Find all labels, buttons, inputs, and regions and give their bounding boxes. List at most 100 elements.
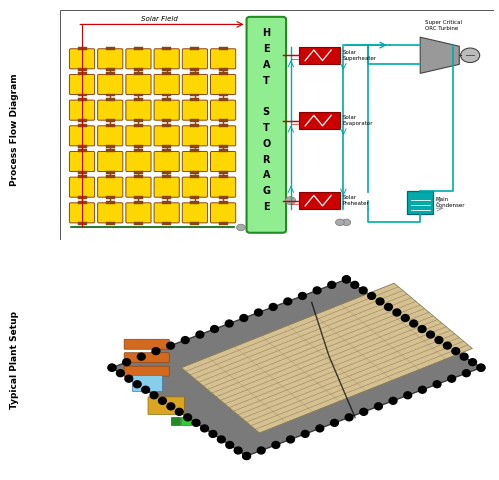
Bar: [134, 124, 143, 127]
FancyBboxPatch shape: [98, 203, 123, 223]
Circle shape: [330, 420, 338, 426]
Bar: [134, 47, 143, 50]
Bar: [106, 72, 115, 75]
Bar: [219, 98, 228, 101]
Bar: [77, 175, 86, 178]
FancyBboxPatch shape: [126, 177, 151, 197]
Text: Solar
Evaporator: Solar Evaporator: [343, 115, 373, 126]
Bar: [134, 145, 143, 148]
FancyBboxPatch shape: [247, 17, 286, 233]
Circle shape: [209, 431, 217, 437]
Bar: [219, 170, 228, 173]
Text: G: G: [262, 186, 270, 196]
FancyBboxPatch shape: [69, 177, 95, 197]
Bar: [77, 119, 86, 122]
Bar: [106, 201, 115, 204]
Bar: [162, 175, 171, 178]
Bar: [162, 170, 171, 173]
Circle shape: [393, 309, 401, 316]
Text: A: A: [262, 170, 270, 180]
FancyBboxPatch shape: [211, 177, 236, 197]
Circle shape: [201, 425, 209, 432]
Circle shape: [328, 281, 336, 288]
FancyBboxPatch shape: [69, 126, 95, 146]
FancyBboxPatch shape: [211, 126, 236, 146]
Bar: [162, 119, 171, 122]
Bar: [77, 170, 86, 173]
Polygon shape: [182, 283, 472, 433]
FancyBboxPatch shape: [211, 152, 236, 171]
FancyBboxPatch shape: [182, 49, 208, 69]
Bar: [191, 124, 200, 127]
FancyBboxPatch shape: [154, 100, 179, 120]
FancyBboxPatch shape: [69, 100, 95, 120]
Circle shape: [184, 414, 192, 421]
Text: T: T: [263, 123, 269, 133]
Bar: [106, 47, 115, 50]
Bar: [106, 145, 115, 148]
FancyBboxPatch shape: [154, 203, 179, 223]
Bar: [219, 149, 228, 153]
FancyBboxPatch shape: [211, 203, 236, 223]
Bar: [106, 119, 115, 122]
Polygon shape: [112, 279, 481, 456]
Bar: [191, 196, 200, 199]
Circle shape: [142, 386, 150, 393]
Text: Solar
Preheater: Solar Preheater: [343, 195, 370, 206]
Bar: [106, 149, 115, 153]
Bar: [219, 222, 228, 225]
Circle shape: [123, 359, 131, 366]
Bar: [191, 145, 200, 148]
Bar: [134, 222, 143, 225]
Text: H: H: [262, 28, 270, 38]
FancyBboxPatch shape: [154, 49, 179, 69]
Bar: [162, 72, 171, 75]
Text: E: E: [263, 44, 269, 54]
Circle shape: [404, 392, 412, 399]
Circle shape: [360, 408, 368, 415]
Circle shape: [385, 303, 392, 311]
FancyBboxPatch shape: [182, 126, 208, 146]
Circle shape: [254, 309, 262, 316]
Circle shape: [376, 298, 384, 305]
Bar: [132, 375, 162, 391]
Bar: [134, 119, 143, 122]
Bar: [219, 124, 228, 127]
FancyBboxPatch shape: [182, 152, 208, 171]
Bar: [134, 175, 143, 178]
Circle shape: [313, 287, 321, 294]
Text: Super Critical
ORC Turbine: Super Critical ORC Turbine: [425, 20, 462, 31]
Bar: [77, 72, 86, 75]
FancyBboxPatch shape: [69, 203, 95, 223]
Bar: [219, 119, 228, 122]
Bar: [191, 94, 200, 96]
Circle shape: [150, 392, 158, 399]
Circle shape: [463, 370, 470, 377]
Bar: [106, 98, 115, 101]
Bar: [77, 196, 86, 199]
FancyBboxPatch shape: [182, 74, 208, 95]
Bar: [219, 72, 228, 75]
Circle shape: [419, 386, 426, 393]
Circle shape: [418, 325, 426, 333]
Bar: [106, 124, 115, 127]
Circle shape: [167, 342, 175, 349]
Bar: [134, 94, 143, 96]
Circle shape: [211, 325, 219, 333]
Circle shape: [237, 224, 245, 231]
Bar: [219, 175, 228, 178]
Circle shape: [375, 403, 382, 410]
Bar: [77, 201, 86, 204]
Circle shape: [469, 359, 477, 366]
Bar: [162, 145, 171, 148]
Bar: [191, 222, 200, 225]
FancyBboxPatch shape: [148, 397, 185, 415]
Text: E: E: [263, 202, 269, 212]
Bar: [106, 94, 115, 96]
FancyBboxPatch shape: [126, 49, 151, 69]
FancyBboxPatch shape: [69, 49, 95, 69]
FancyBboxPatch shape: [154, 177, 179, 197]
Circle shape: [286, 436, 294, 443]
Bar: [162, 68, 171, 71]
Circle shape: [448, 375, 456, 382]
